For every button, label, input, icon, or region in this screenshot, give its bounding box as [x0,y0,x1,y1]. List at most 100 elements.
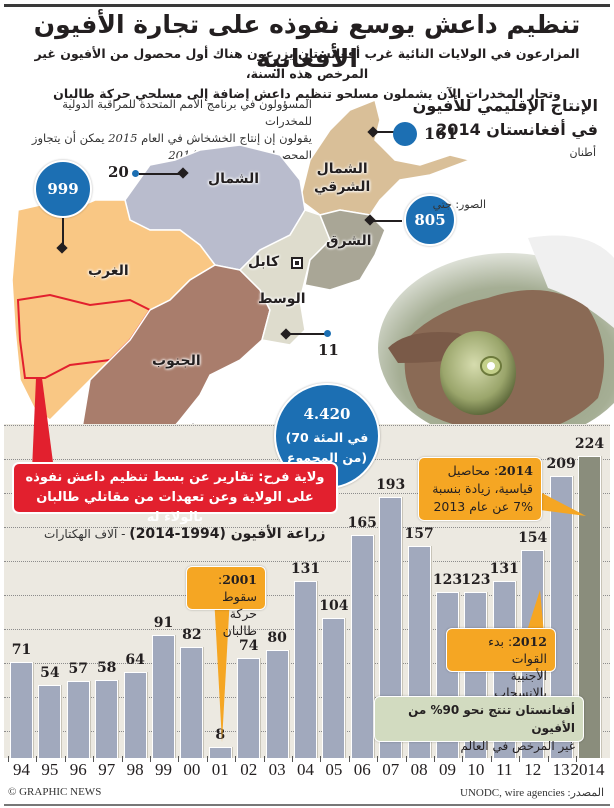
bar-03 [265,650,289,758]
x-tick [519,756,521,762]
map-note-line-2: يقولون إن إنتاج الخشخاش في العام 2015 يم… [31,131,312,145]
east-leader [372,220,402,222]
x-tick [292,756,293,762]
bar-95 [38,685,62,758]
x-axis-label: 02 [240,760,258,779]
page-title: تنظيم داعش يوسع نفوذه على تجارة الأفيون … [33,10,581,73]
south-value-note-1: (70 في المئة [285,430,369,445]
east-value: 805 [414,211,446,229]
x-tick [434,756,435,762]
x-tick [36,756,38,762]
bar-01 [208,747,232,758]
chart-unit: آلاف الهكتارات [44,527,118,541]
bar-value-label: 131 [290,561,321,578]
bar-value-label: 80 [267,630,287,646]
bar-value-label: 74 [238,638,259,655]
bar-value-label: 123 [461,571,491,588]
afghanistan-map [11,98,473,428]
northeast-value: 161 [424,124,458,143]
bar-96 [66,681,90,758]
x-tick [320,756,322,762]
x-tick [121,756,123,762]
north-leader [139,173,181,175]
map-title-line-1: الإنتاج الإقليمي للأفيون [412,96,598,115]
x-axis-label: 97 [98,760,116,779]
bottom-rule [4,804,610,806]
x-axis-label: 11 [496,760,513,779]
bar-value-label: 209 [546,455,576,472]
map-unit: أطنان [569,146,596,159]
world-share-note: أفغانستان تنتج نحو 90% من الأفيون غير ال… [374,696,584,753]
x-tick [206,756,208,762]
bar-07 [379,497,403,758]
x-tick [235,756,237,762]
map-note-line-1: المسؤولون في برنامج الأمم المتحدة للمراق… [62,97,312,128]
bar-value-label: 104 [319,597,349,614]
x-axis-label: 10 [467,760,485,779]
x-axis-label: 2014 [570,760,605,779]
x-axis-label: 03 [268,760,286,779]
west-value: 999 [47,180,79,198]
x-axis-label: 08 [410,760,428,779]
callout-2001-pointer [214,596,230,742]
chart-title-text: زراعة الأفيون (1994-2014) [129,526,326,542]
callout-2014-pointer [540,492,586,516]
x-axis-label: 99 [155,760,172,779]
subtitle-line-2: وتجار المخدرات الآن يشملون مسلحو تنظيم د… [53,86,561,101]
callout-2014: 2014: محاصيل قياسية، زيادة بنسبة 7% عن ع… [418,457,542,521]
bar-value-label: 57 [68,661,89,678]
region-central-shape [238,209,331,346]
bar-94 [10,662,33,758]
x-tick [490,756,492,762]
x-tick [178,756,180,762]
bar-97 [95,679,119,758]
x-tick [576,756,577,762]
x-axis-label: 00 [183,760,201,779]
region-label-south: الجنوب [152,353,201,369]
x-axis-label: 94 [13,760,30,779]
bar-value-label: 165 [347,515,377,532]
source-credit: المصدر: UNODC, wire agencies [460,787,604,799]
bar-value-label: 157 [404,526,434,543]
bar-value-label: 193 [376,477,406,494]
bar-value-label: 71 [11,642,32,659]
bar-value-label: 123 [432,571,463,588]
x-tick [462,756,464,762]
bar-98 [123,671,147,758]
x-tick [64,756,66,762]
x-tick [8,756,9,762]
x-axis-label: 09 [439,760,456,779]
bar-2014 [578,455,601,758]
bar-value-label: 82 [182,627,202,644]
subtitle-line-1: المزارعون في الولايات النائية غرب أفغانس… [34,46,580,81]
bar-05 [322,617,346,758]
map-title-line-2: في أفغانستان 2014 [436,120,598,139]
bar-value-label: 131 [489,561,519,578]
region-label-west: الغرب [88,263,129,279]
bar-value-label: 224 [574,435,605,452]
central-dot [324,330,331,337]
x-tick [377,756,379,762]
x-axis-label: 07 [382,760,400,779]
bar-value-label: 64 [125,651,145,668]
x-axis-label: 95 [41,760,59,779]
central-value: 11 [318,341,339,359]
region-label-central: الوسط [258,291,306,307]
north-value: 20 [108,163,129,181]
bar-value-label: 58 [96,659,117,676]
x-tick [405,756,407,762]
west-bubble: 999 [34,160,92,218]
x-axis-label: 12 [524,760,542,779]
bar-06 [350,535,374,758]
north-dot [132,170,139,177]
farah-callout-pointer [32,378,54,470]
callout-2012-pointer [526,590,544,634]
region-east-shape [304,209,386,291]
x-axis-label: 96 [69,760,87,779]
bar-13 [549,475,573,758]
bar-02 [237,658,261,758]
region-label-east: الشرق [326,233,372,249]
region-label-north: الشمال [208,171,260,187]
bar-value-label: 91 [153,615,174,632]
gridline [4,561,610,562]
